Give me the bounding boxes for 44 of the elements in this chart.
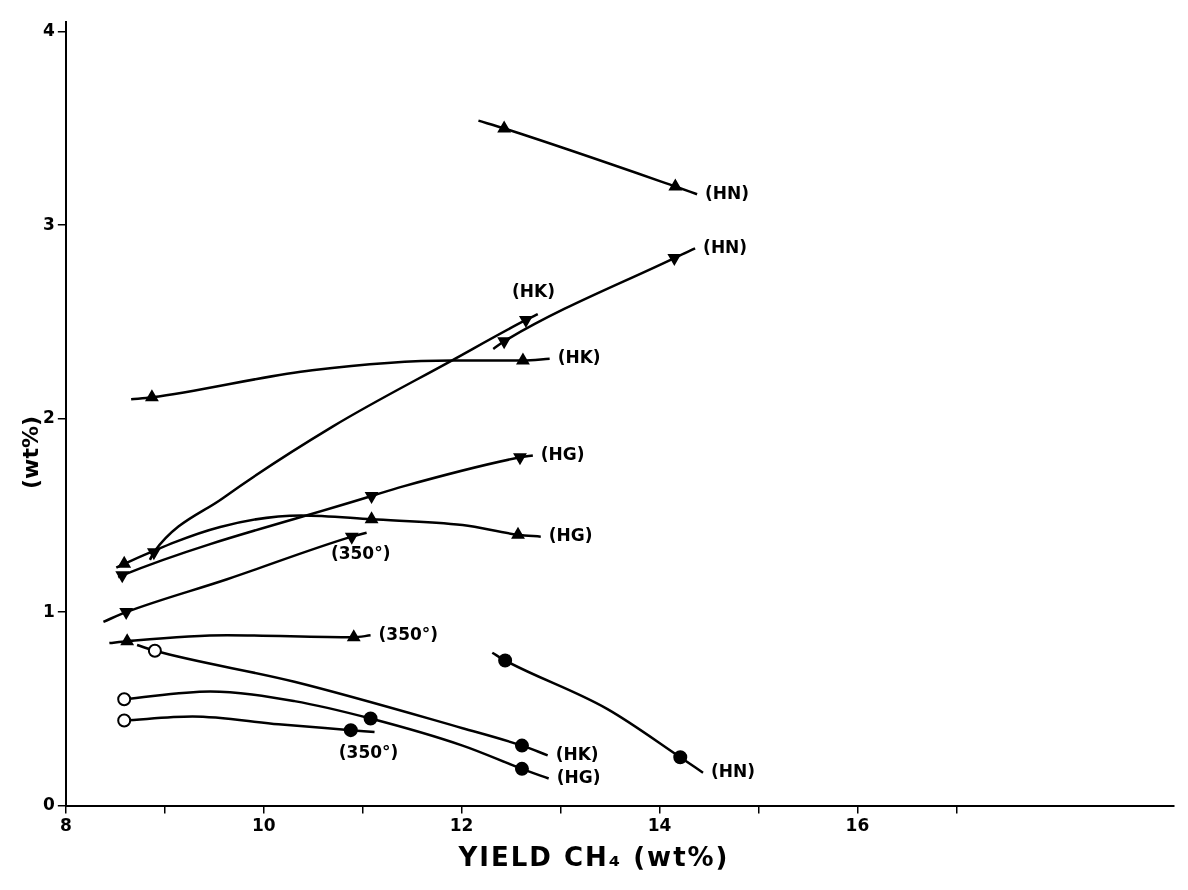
x-tick-label: 8 (59, 815, 72, 836)
y-tick-label: 2 (42, 407, 55, 428)
annotation: (350°) (330, 543, 391, 564)
annotation: (350°) (378, 623, 439, 644)
y-tick-label: 3 (42, 213, 55, 234)
x-axis-title: YIELD CH₄ (wt%) (457, 842, 731, 872)
annotation: (HK) (555, 743, 599, 764)
x-tick-label: 10 (251, 815, 276, 836)
annotation: (350°) (338, 742, 399, 763)
point (120, 634, 134, 646)
annotation: (HN) (705, 182, 750, 203)
point (145, 390, 159, 402)
point (497, 121, 511, 133)
point (498, 653, 513, 668)
point (511, 527, 525, 539)
point (365, 512, 378, 524)
point (343, 723, 358, 738)
annotation: (HN) (703, 236, 748, 257)
point (669, 179, 682, 191)
point (117, 713, 132, 728)
y-tick-label: 1 (42, 600, 55, 621)
line-series (477, 119, 699, 196)
point (347, 630, 360, 642)
y-axis-title: (wt%) (17, 415, 43, 491)
annotation: (HG) (540, 443, 585, 464)
point (363, 711, 378, 726)
x-tick-label: 16 (845, 815, 870, 836)
annotation: (HG) (548, 525, 593, 546)
y-tick-label: 4 (42, 20, 55, 41)
annotation: (HK) (512, 280, 555, 301)
point (516, 353, 530, 365)
y-tick-label: 0 (42, 794, 55, 815)
line-series (492, 247, 697, 351)
x-tick-label: 12 (449, 815, 474, 836)
point (514, 761, 529, 776)
point (117, 692, 132, 707)
annotation: (HN) (711, 761, 756, 782)
annotation: (HK) (557, 347, 601, 368)
point (514, 738, 529, 753)
x-tick-label: 14 (647, 815, 672, 836)
point (673, 750, 688, 765)
point (118, 556, 131, 568)
annotation: (HG) (556, 766, 601, 787)
point (147, 643, 162, 658)
